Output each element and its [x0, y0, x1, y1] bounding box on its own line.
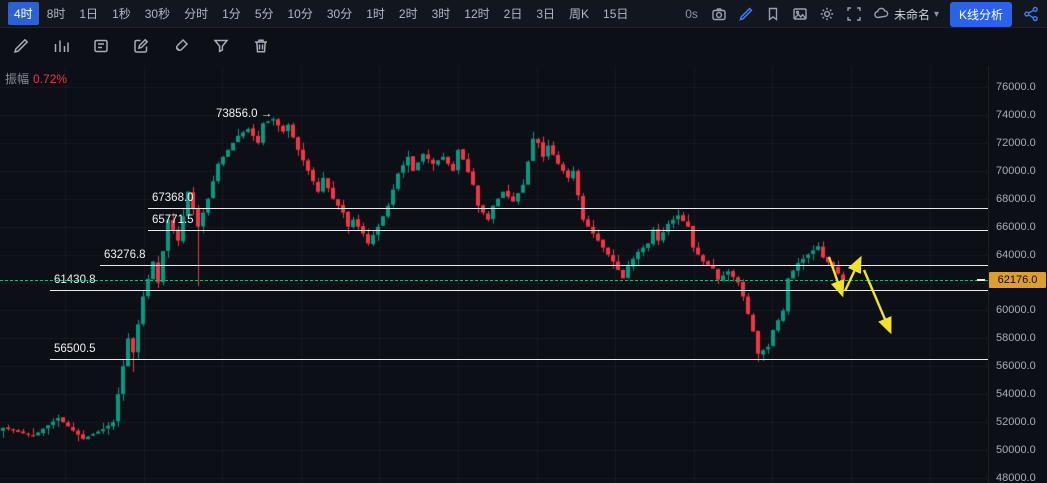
top-toolbar: 4时 8时 1日 1秒 30秒 分时 1分 5分 10分 30分 1时 2时 3时 12时 2日 3日 周K 15…: [0, 0, 1047, 28]
timeframe-1秒[interactable]: 1秒: [106, 2, 137, 25]
axis-tick: 48000.0: [996, 472, 1036, 483]
timeframe-周K[interactable]: 周K: [563, 2, 595, 25]
shape-tool[interactable]: [88, 33, 114, 62]
axis-tick: 64000.0: [996, 248, 1036, 261]
current-price-line[interactable]: [0, 280, 988, 282]
level-line-67368.0[interactable]: [148, 207, 988, 209]
draw-pen-button[interactable]: [738, 4, 754, 24]
bars-icon: [52, 37, 70, 58]
line-draw-tool[interactable]: [8, 33, 34, 62]
axis-tick: 50000.0: [996, 444, 1036, 457]
level-line-56500.5[interactable]: [50, 359, 988, 361]
timeframe-2日[interactable]: 2日: [498, 2, 529, 25]
level-line-63276.8[interactable]: [100, 264, 988, 266]
pencil-icon: [12, 37, 30, 58]
amplitude-value: 0.72%: [33, 72, 68, 86]
timeframe-分时[interactable]: 分时: [178, 2, 214, 25]
filter-icon: [212, 37, 230, 58]
note-edit-tool[interactable]: [128, 33, 154, 62]
timeframe-15日[interactable]: 15日: [597, 2, 634, 25]
pen-icon: [738, 6, 754, 22]
settings-button[interactable]: [819, 4, 835, 24]
level-line-61430.8[interactable]: [50, 290, 988, 292]
axis-tick: 52000.0: [996, 416, 1036, 429]
drawing-toolbar: [0, 28, 1047, 66]
rect-icon: [92, 37, 110, 58]
axis-tick: 76000.0: [996, 81, 1036, 93]
bookmark-icon: [765, 6, 781, 22]
layout-selector[interactable]: 未命名 ▾: [873, 5, 939, 24]
replay-time: 0s: [685, 7, 698, 21]
share-icon: [1023, 6, 1039, 22]
bookmark-button[interactable]: [765, 4, 781, 24]
axis-tick: 68000.0: [996, 192, 1036, 205]
peak-price-annotation[interactable]: 73856.0 →: [216, 107, 273, 120]
timeframe-1日[interactable]: 1日: [73, 2, 104, 25]
indicator-tool[interactable]: [48, 33, 74, 62]
gear-icon: [819, 6, 835, 22]
timeframe-8时[interactable]: 8时: [41, 2, 72, 25]
camera-icon: [711, 6, 727, 22]
axis-tick: 72000.0: [996, 136, 1036, 149]
amplitude-label: 振幅: [5, 72, 30, 86]
level-line-65771.5[interactable]: [148, 229, 988, 231]
image-icon: [792, 6, 808, 22]
timeframe-1时[interactable]: 1时: [360, 2, 391, 25]
timeframe-30分[interactable]: 30分: [321, 2, 358, 25]
amplitude-readout: 振幅 0.72%: [5, 70, 67, 87]
timeframe-bar: 4时 8时 1日 1秒 30秒 分时 1分 5分 10分 30分 1时 2时 3时 12时 2日 3日 周K 15…: [8, 2, 634, 25]
timeframe-1分[interactable]: 1分: [216, 2, 247, 25]
timeframe-4时[interactable]: 4时: [8, 2, 39, 25]
cloud-icon: [873, 5, 890, 24]
brush-tool[interactable]: [168, 33, 194, 62]
timeframe-2时[interactable]: 2时: [393, 2, 424, 25]
axis-tick: 74000.0: [996, 108, 1036, 121]
last-price-tick: [977, 279, 985, 282]
timeframe-3时[interactable]: 3时: [426, 2, 457, 25]
layout-name: 未命名: [893, 7, 930, 22]
axis-tick: 58000.0: [996, 332, 1036, 345]
current-price-badge: 62176.0: [989, 272, 1046, 289]
filter-tool[interactable]: [208, 33, 234, 62]
level-label: 56500.5: [54, 343, 96, 356]
fullscreen-icon: [846, 6, 862, 22]
timeframe-12时[interactable]: 12时: [458, 2, 495, 25]
fullscreen-button[interactable]: [846, 4, 862, 24]
candlestick-chart[interactable]: [0, 66, 988, 483]
level-label: 65771.5: [152, 213, 194, 226]
axis-tick: 54000.0: [996, 388, 1036, 401]
share-button[interactable]: [1023, 4, 1039, 24]
timeframe-3日[interactable]: 3日: [530, 2, 561, 25]
axis-tick: 66000.0: [996, 220, 1036, 233]
level-label: 63276.8: [104, 248, 146, 261]
axis-tick: 60000.0: [996, 304, 1036, 317]
topbar-right-cluster: 0s: [685, 0, 1039, 28]
delete-drawings-tool[interactable]: [248, 33, 274, 62]
timeframe-10分[interactable]: 10分: [282, 2, 319, 25]
axis-tick: 70000.0: [996, 164, 1036, 177]
chevron-down-icon: ▾: [933, 8, 939, 20]
axis-tick: 56000.0: [996, 360, 1036, 373]
trash-icon: [252, 37, 270, 58]
image-button[interactable]: [792, 4, 808, 24]
timeframe-5分[interactable]: 5分: [249, 2, 280, 25]
level-label: 67368.0: [152, 191, 194, 204]
kline-analysis-button[interactable]: K线分析: [949, 1, 1012, 27]
note-edit-icon: [132, 37, 150, 58]
camera-button[interactable]: [711, 4, 727, 24]
brush-icon: [172, 37, 190, 58]
timeframe-30秒[interactable]: 30秒: [139, 2, 176, 25]
